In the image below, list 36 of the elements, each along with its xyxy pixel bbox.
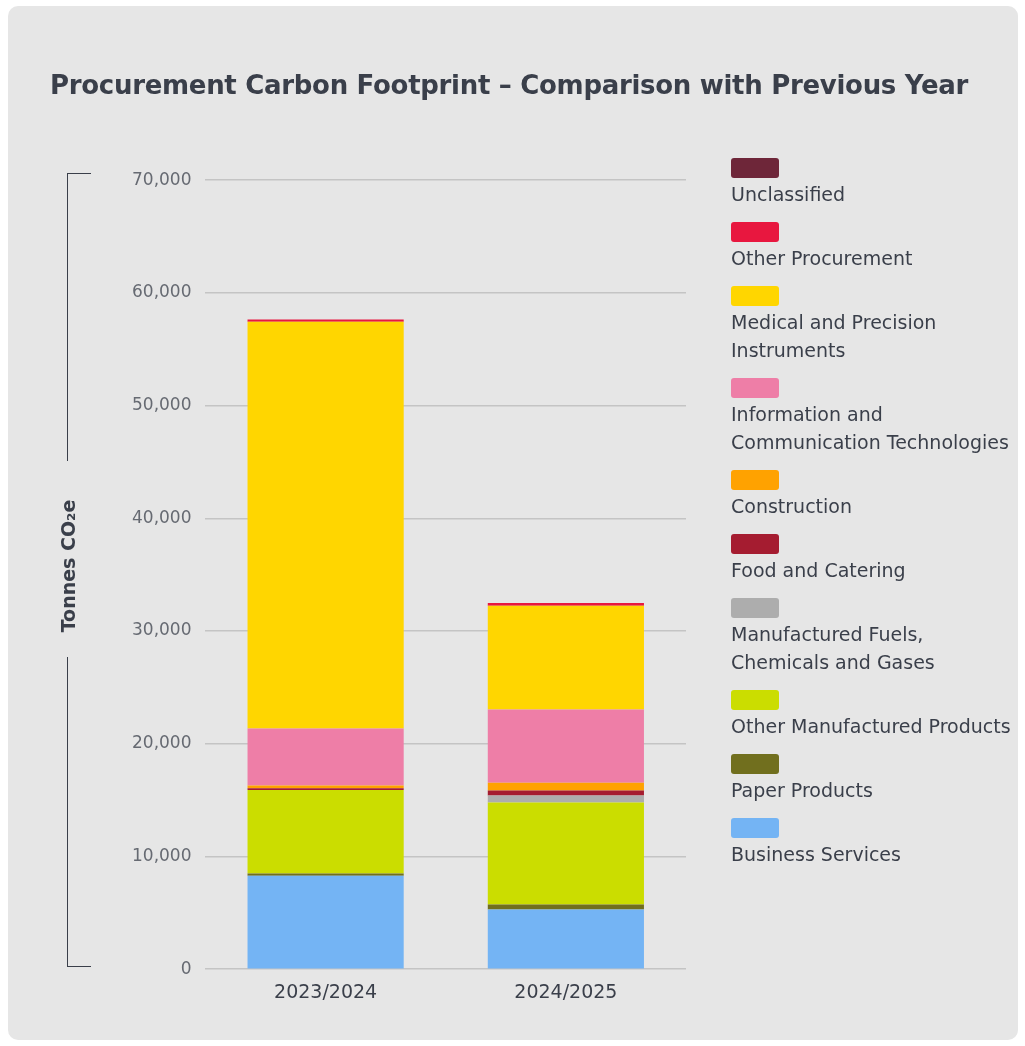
legend-label: Other Procurement: [731, 246, 914, 271]
bar: [247, 728, 404, 786]
bar: [487, 909, 644, 969]
bar: [487, 709, 644, 783]
bar: [487, 904, 644, 910]
chart-title: Procurement Carbon Footprint – Comparison with Previous Year: [50, 70, 969, 100]
bar: [487, 782, 644, 791]
bar: [487, 802, 644, 905]
legend-label: Food and Catering: [731, 558, 907, 583]
y-tick-label: 30,000: [132, 619, 192, 640]
y-axis-title: Tonnes CO₂e: [57, 499, 79, 633]
x-tick-label: 2023/2024: [274, 979, 378, 1002]
legend-label: Manufactured Fuels, Chemicals and Gases: [731, 622, 936, 675]
y-tick-label: 70,000: [132, 168, 192, 189]
bar: [247, 875, 404, 969]
legend-label: Medical and Precision Instruments: [731, 310, 938, 363]
legend-label: Paper Products: [731, 778, 874, 803]
bar: [487, 790, 644, 796]
bar: [247, 321, 404, 729]
y-tick-label: 10,000: [132, 844, 192, 865]
bar: [247, 319, 404, 322]
legend-label: Other Manufactured Products: [731, 714, 1011, 739]
y-tick-label: 0: [180, 957, 192, 978]
y-tick-label: 20,000: [132, 732, 192, 753]
x-tick-label: 2024/2025: [514, 979, 618, 1002]
bar: [487, 605, 644, 710]
bar: [247, 789, 404, 874]
legend-label: Business Services: [731, 842, 902, 867]
legend-label: Construction: [731, 494, 853, 519]
y-tick-label: 40,000: [132, 506, 192, 527]
y-tick-label: 60,000: [132, 281, 192, 302]
y-tick-label: 50,000: [132, 394, 192, 415]
legend-label: Information and Communication Technologies: [731, 402, 1010, 455]
bar: [487, 602, 644, 606]
legend-label: Unclassified: [731, 182, 847, 207]
bar: [247, 873, 404, 876]
